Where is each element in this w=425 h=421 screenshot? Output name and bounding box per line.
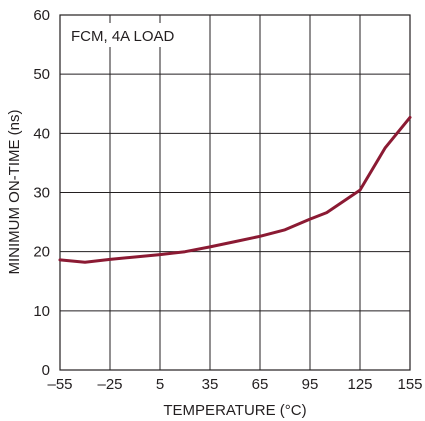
x-tick-labels: –55 –25 5 35 65 95 125 155 bbox=[47, 376, 422, 393]
x-tick-label: 35 bbox=[202, 376, 219, 393]
x-tick-label: 5 bbox=[156, 376, 164, 393]
y-tick-label: 20 bbox=[33, 244, 50, 261]
y-tick-label: 0 bbox=[42, 362, 50, 379]
x-tick-label: 95 bbox=[302, 376, 319, 393]
y-axis-label: MINIMUM ON-TIME (ns) bbox=[6, 110, 23, 275]
x-tick-label: 125 bbox=[347, 376, 372, 393]
x-tick-label: 155 bbox=[397, 376, 422, 393]
y-tick-label: 50 bbox=[33, 66, 50, 83]
y-tick-label: 60 bbox=[33, 7, 50, 24]
x-tick-label: –55 bbox=[47, 376, 72, 393]
x-tick-label: –25 bbox=[97, 376, 122, 393]
annotation-background bbox=[66, 23, 194, 47]
x-tick-label: 65 bbox=[252, 376, 269, 393]
y-tick-labels: 0 10 20 30 40 50 60 bbox=[33, 7, 50, 379]
y-tick-label: 10 bbox=[33, 303, 50, 320]
x-axis-label: TEMPERATURE (°C) bbox=[163, 402, 306, 419]
y-tick-label: 30 bbox=[33, 185, 50, 202]
series-line bbox=[58, 115, 412, 264]
plot-frame bbox=[59, 14, 411, 371]
y-tick-label: 40 bbox=[33, 125, 50, 142]
series-layer bbox=[58, 115, 412, 264]
grid-lines bbox=[60, 15, 410, 370]
chart-annotation: FCM, 4A LOAD bbox=[71, 28, 175, 45]
